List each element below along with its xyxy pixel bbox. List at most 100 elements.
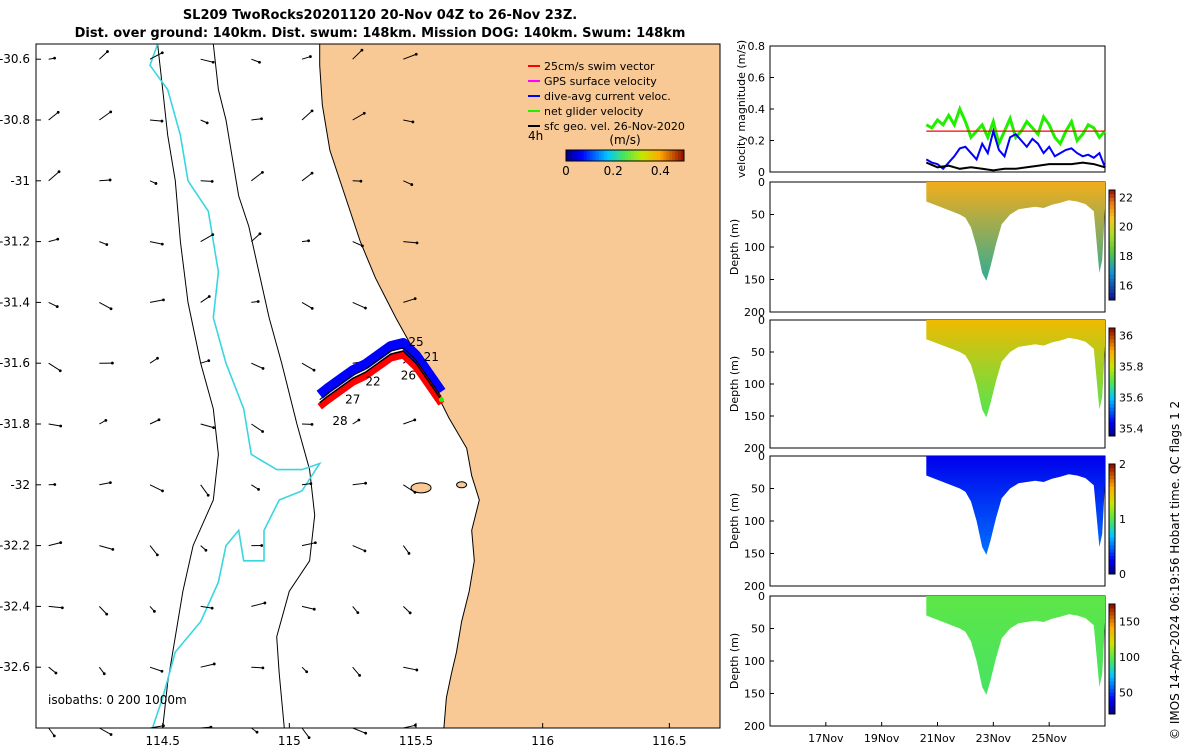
panel-colorbar-segment: [1109, 604, 1115, 609]
colorbar-segment: [566, 150, 570, 161]
colorbar-segment: [651, 150, 655, 161]
panel-colorbar-segment: [1109, 215, 1115, 220]
geo-velocity-arrow: [403, 180, 412, 186]
geo-velocity-arrow-head: [411, 120, 415, 124]
geo-velocity-arrow: [48, 542, 61, 547]
panel-colorbar-segment: [1109, 346, 1115, 351]
colorbar-label: (m/s): [609, 133, 640, 147]
geo-velocity-arrow: [301, 56, 311, 60]
panel-colorbar-segment: [1109, 226, 1115, 231]
geo-velocity-arrow-head: [111, 547, 115, 551]
colorbar-segment: [645, 150, 650, 161]
geo-velocity-arrow-head: [108, 178, 112, 182]
geo-velocity-arrow-head: [261, 666, 265, 670]
panel-colorbar-tick-label: 150: [1119, 616, 1140, 629]
panel-colorbar-segment: [1109, 432, 1115, 437]
geo-velocity-arrow: [352, 545, 366, 552]
geo-velocity-arrow: [403, 53, 417, 60]
depth-y-tick-label: 100: [744, 241, 765, 254]
colorbar-segment: [663, 150, 667, 161]
panel-colorbar-tick-label: 35.6: [1119, 391, 1144, 404]
track-day-label: 27: [345, 393, 360, 407]
geo-velocity-arrow-head: [255, 730, 259, 734]
geo-velocity-arrow-head: [106, 50, 109, 53]
geo-velocity-arrow-head: [156, 356, 159, 360]
panel-colorbar-frame: [1108, 603, 1116, 715]
geo-velocity-arrow: [251, 602, 265, 607]
panel-colorbar-segment: [1109, 230, 1115, 235]
geo-velocity-arrow-head: [160, 119, 164, 123]
geo-velocity-arrow-head: [105, 612, 109, 616]
panel-colorbar-segment: [1109, 360, 1115, 365]
colorbar-segment: [639, 150, 644, 161]
glider-track-line-2: [319, 347, 442, 401]
geo-velocity-arrow-head: [260, 117, 263, 121]
geo-velocity-arrow-head: [53, 483, 57, 486]
colorbar-segment: [574, 150, 579, 161]
geo-velocity-arrow-head: [56, 110, 60, 114]
depth-y-tick-label: 50: [751, 483, 765, 496]
swim-vector-band: [317, 351, 445, 410]
geo-velocity-arrow: [149, 419, 160, 425]
panel-colorbar-segment: [1109, 511, 1115, 516]
panel-colorbar-segment: [1109, 278, 1115, 283]
geo-velocity-arrow: [200, 180, 213, 182]
panel-colorbar-segment: [1109, 622, 1115, 627]
panel-colorbar-segment: [1109, 659, 1115, 664]
panel-colorbar-tick-label: 20: [1119, 221, 1133, 234]
panel-colorbar-segment: [1109, 655, 1115, 660]
glider-track-line: [319, 350, 442, 404]
geo-velocity-arrow-head: [414, 52, 418, 56]
panel-colorbar-segment: [1109, 197, 1115, 202]
velocity-panel-frame: [769, 45, 1106, 173]
geo-velocity-arrow-head: [261, 430, 264, 433]
geo-velocity-arrow: [301, 172, 313, 182]
depth-y-tick-label: 100: [744, 515, 765, 528]
panel-colorbar-segment: [1109, 615, 1115, 620]
geo-velocity-arrow: [149, 545, 158, 556]
colorbar-segment: [607, 150, 611, 161]
panel-colorbar-segment: [1109, 537, 1115, 542]
geo-velocity-arrow: [251, 118, 262, 121]
geo-velocity-arrow: [301, 605, 315, 610]
panel-colorbar-segment: [1109, 428, 1115, 433]
geo-velocity-arrow-head: [364, 731, 368, 735]
panel-colorbar-segment: [1109, 234, 1115, 239]
geo-velocity-arrow: [48, 605, 63, 609]
chart-title-line1: SL209 TwoRocks20201120 20-Nov 04Z to 26-…: [182, 8, 578, 23]
panel-colorbar-segment: [1109, 371, 1115, 376]
panel-colorbar-segment: [1109, 259, 1115, 264]
panel-colorbar-tick-label: 100: [1119, 651, 1140, 664]
velocity-y-tick-label: 0.2: [748, 135, 766, 148]
colorbar-segment: [627, 150, 632, 161]
geo-velocity-arrow-head: [55, 305, 59, 308]
panel-colorbar-segment: [1109, 673, 1115, 678]
panel-colorbar-segment: [1109, 252, 1115, 257]
panel-colorbar-segment: [1109, 648, 1115, 653]
colorbar-segment: [669, 150, 673, 161]
geo-velocity-arrow-head: [310, 422, 314, 426]
depth-y-tick-label: 0: [758, 450, 765, 463]
geo-velocity-arrow: [251, 423, 263, 432]
depth-y-tick-label: 0: [758, 176, 765, 189]
depth-y-tick-label: 0: [758, 314, 765, 327]
panel-colorbar-segment: [1109, 467, 1115, 472]
geo-velocity-arrow-head: [359, 179, 363, 183]
panel-colorbar-segment: [1109, 475, 1115, 480]
panel-colorbar-segment: [1109, 559, 1115, 564]
panel-colorbar-segment: [1109, 219, 1115, 224]
map-y-tick-label: -31: [10, 174, 30, 188]
geo-velocity-arrow-head: [155, 553, 159, 557]
geo-velocity-arrow-head: [59, 424, 63, 428]
geo-velocity-arrow: [200, 605, 213, 609]
velocity-series-line: [925, 104, 1107, 149]
geo-velocity-arrow-head: [310, 306, 314, 310]
panel-colorbar-segment: [1109, 544, 1115, 549]
geo-velocity-arrow-head: [109, 733, 113, 736]
map-x-tick-label: 116.5: [652, 734, 686, 748]
panel-colorbar-segment: [1109, 677, 1115, 682]
time-x-tick-label: 25Nov: [1031, 732, 1067, 745]
depth-y-tick-label: 50: [751, 209, 765, 222]
panel-colorbar-segment: [1109, 637, 1115, 642]
panel-colorbar-segment: [1109, 666, 1115, 671]
